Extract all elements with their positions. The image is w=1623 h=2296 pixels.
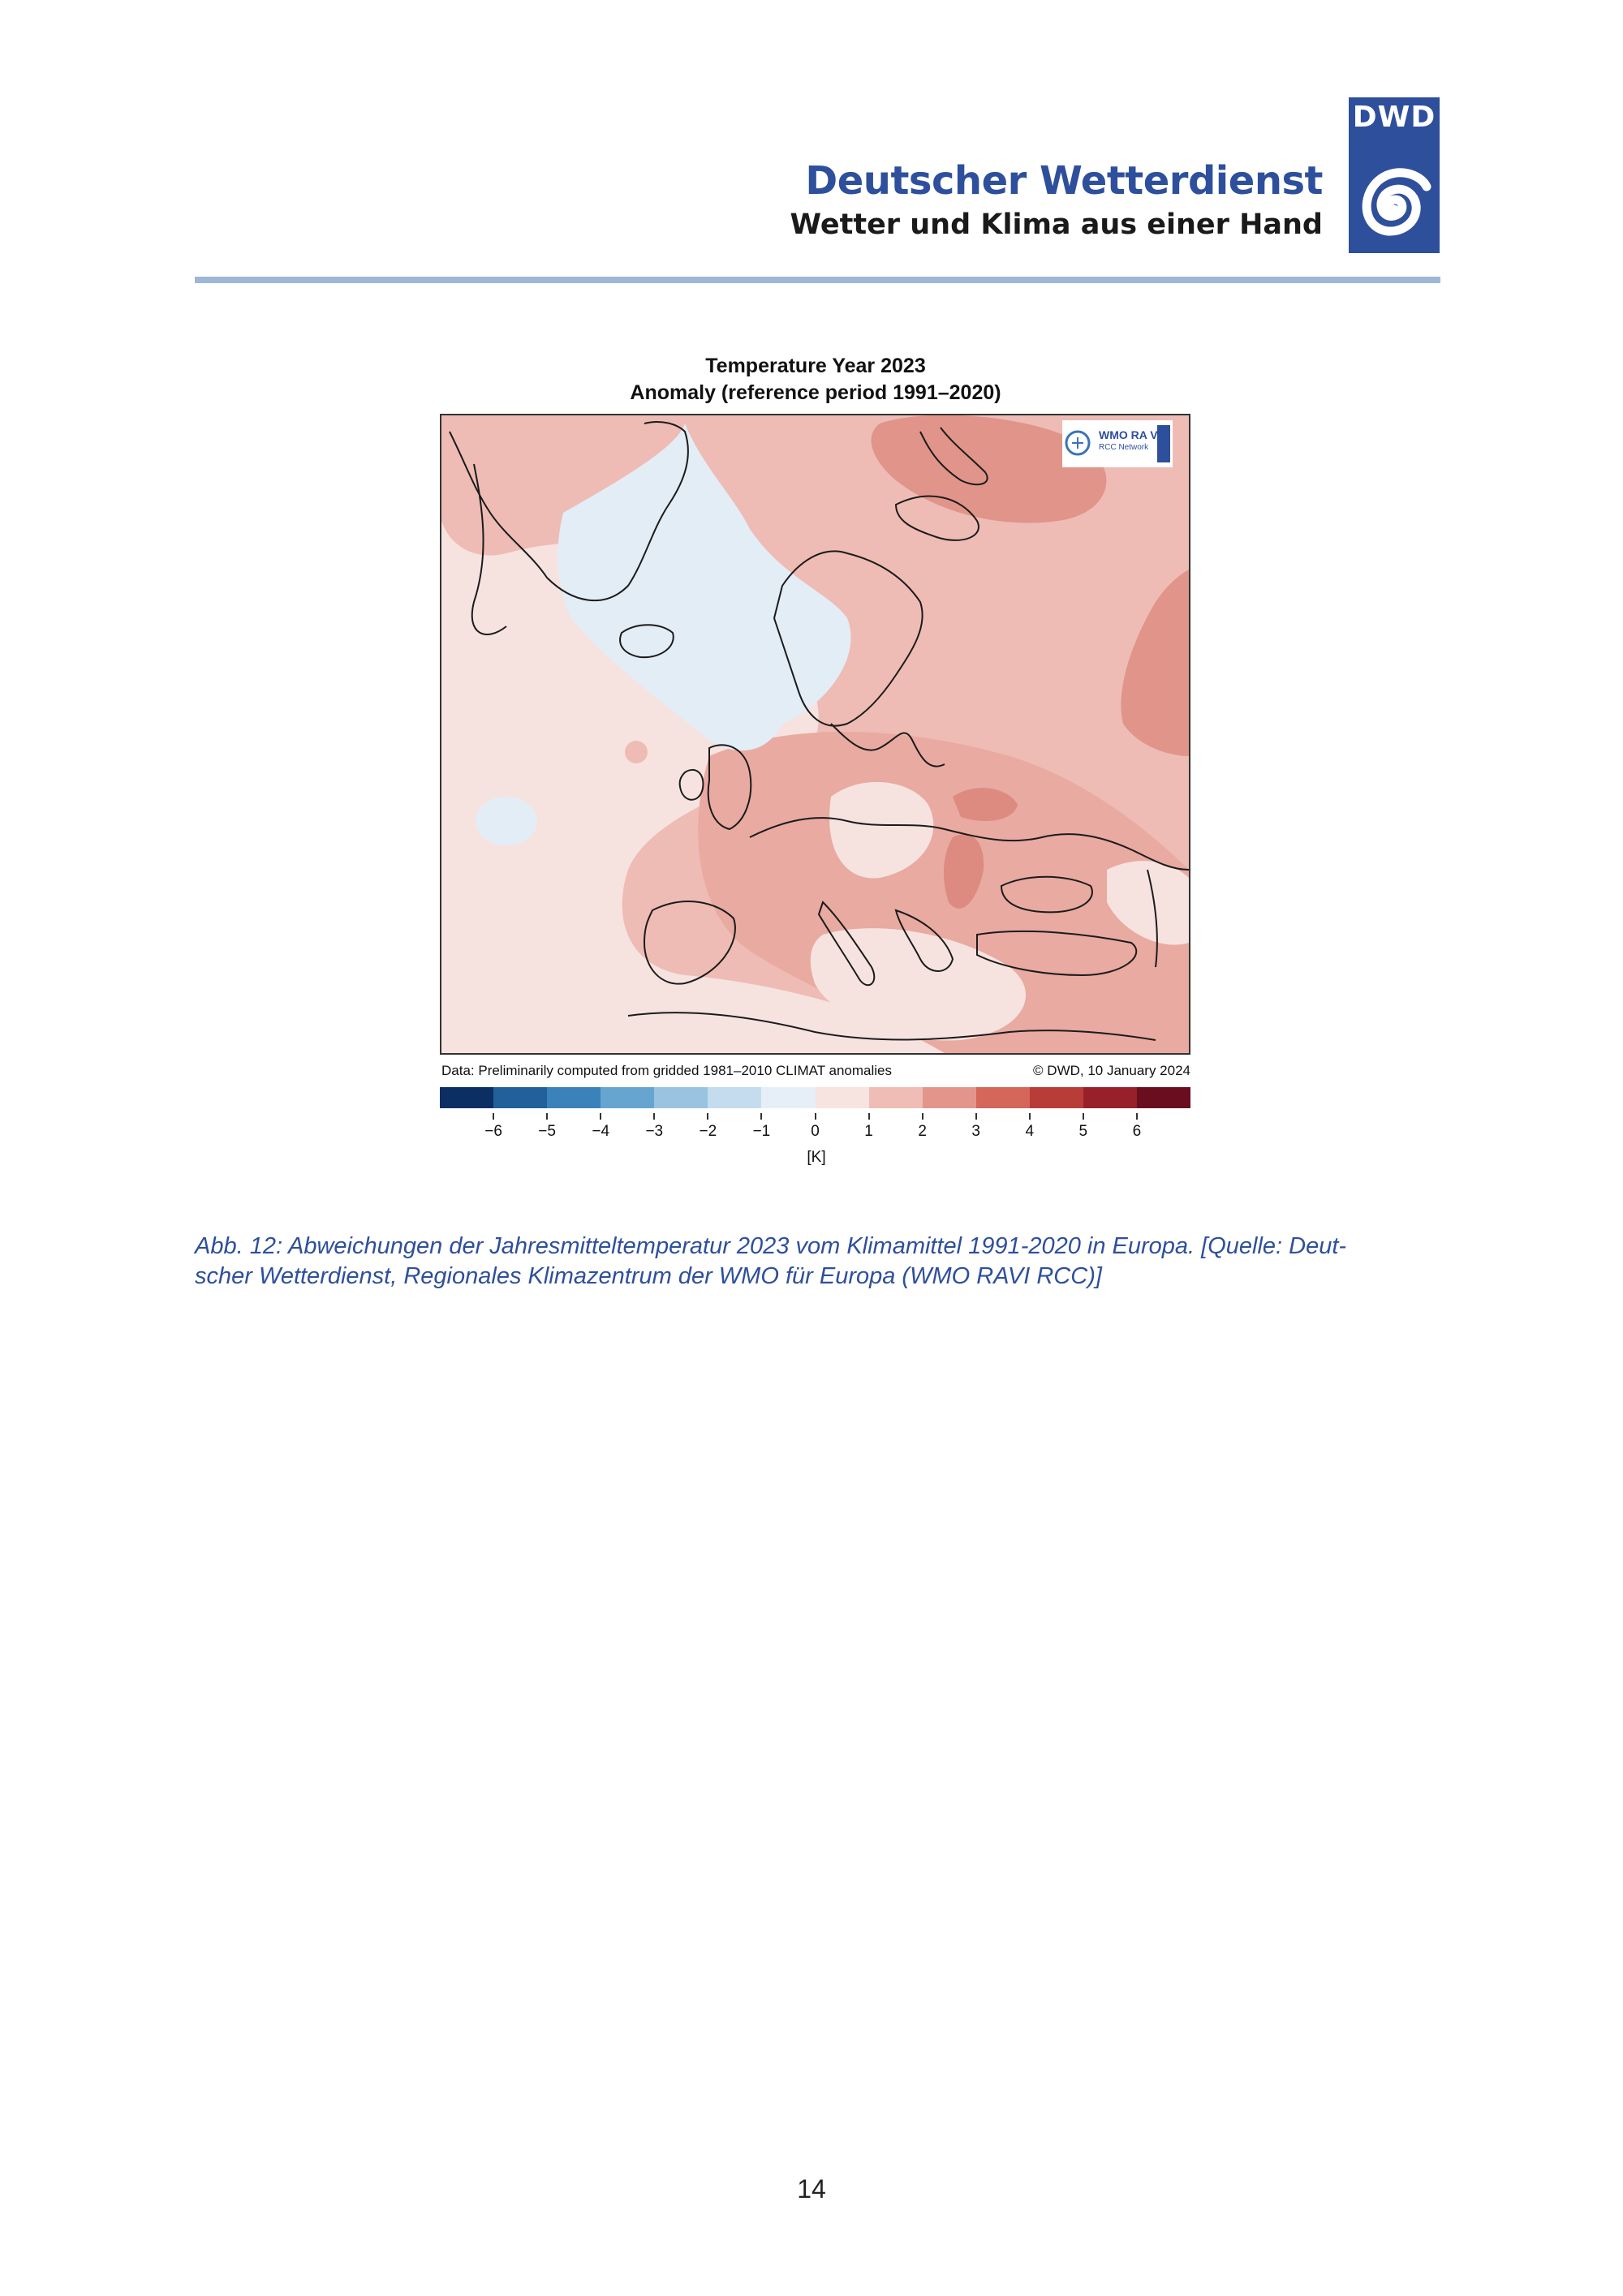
wmo-badge-label: WMO RA VI bbox=[1099, 428, 1161, 441]
colorbar-tick bbox=[760, 1113, 763, 1120]
header-divider bbox=[195, 277, 1440, 283]
colorbar-tick bbox=[546, 1113, 549, 1120]
colorbar-tick-label: 6 bbox=[1132, 1123, 1142, 1140]
coastline-ireland bbox=[678, 768, 704, 801]
colorbar-tick bbox=[1135, 1113, 1138, 1120]
coastline-europe bbox=[749, 817, 1189, 871]
colorbar-tick-label: 1 bbox=[864, 1123, 873, 1140]
colorbar-swatch bbox=[1029, 1087, 1084, 1108]
coastline-scandinavia bbox=[773, 550, 923, 727]
coastline-balkans-greece bbox=[894, 909, 954, 972]
colorbar-tick-label: −1 bbox=[752, 1123, 771, 1140]
colorbar-tick-label: 0 bbox=[811, 1123, 820, 1140]
colorbar-swatch bbox=[601, 1087, 655, 1108]
colorbar-tick bbox=[921, 1113, 923, 1120]
anomaly-region bbox=[829, 781, 934, 879]
colorbar-swatch bbox=[708, 1087, 762, 1108]
colorbar-tick bbox=[493, 1113, 495, 1120]
colorbar-tick-label: 3 bbox=[971, 1123, 980, 1140]
colorbar-swatch bbox=[493, 1087, 548, 1108]
caption-line-1: Abb. 12: Abweichungen der Jahresmittelte… bbox=[195, 1233, 1347, 1259]
colorbar-tick bbox=[1028, 1113, 1031, 1120]
colorbar-swatch bbox=[1083, 1087, 1138, 1108]
colorbar-tick bbox=[867, 1113, 870, 1120]
colorbar-tick bbox=[814, 1113, 816, 1120]
figure-caption: Abb. 12: Abweichungen der Jahresmittelte… bbox=[195, 1232, 1440, 1292]
colorbar-tick bbox=[975, 1113, 977, 1120]
coastline-greenland bbox=[449, 421, 689, 602]
anomaly-region bbox=[1121, 570, 1189, 756]
wmo-ravi-badge bbox=[1062, 420, 1173, 467]
figure-title: Temperature Year 2023 bbox=[705, 355, 926, 377]
colorbar-swatch bbox=[1136, 1087, 1191, 1108]
organization-slogan: Wetter und Klima aus einer Hand bbox=[790, 209, 1323, 241]
anomaly-region bbox=[1107, 861, 1189, 945]
coastline-iberia bbox=[643, 901, 736, 985]
colorbar-unit: [K] bbox=[807, 1149, 826, 1166]
wmo-badge-sublabel: RCC Network bbox=[1099, 443, 1149, 452]
coastline-british-isles bbox=[707, 744, 752, 831]
anomaly-region bbox=[943, 834, 984, 909]
map-data-note: Data: Preliminarily computed from gridde… bbox=[441, 1063, 892, 1078]
page-number: 14 bbox=[797, 2174, 826, 2204]
coastline-black-sea bbox=[1000, 875, 1093, 914]
colorbar-tick bbox=[707, 1113, 709, 1120]
temperature-colorbar bbox=[440, 1087, 1191, 1108]
colorbar-tick-label: −3 bbox=[645, 1123, 664, 1140]
colorbar-tick-label: 5 bbox=[1078, 1123, 1088, 1140]
coastline-iceland bbox=[619, 624, 674, 659]
coastline-novaya-zemlya bbox=[919, 427, 988, 486]
colorbar-tick-label: 4 bbox=[1025, 1123, 1035, 1140]
colorbar-tick-label: −2 bbox=[699, 1123, 717, 1140]
colorbar-tick-label: −5 bbox=[538, 1123, 556, 1140]
anomaly-region bbox=[476, 797, 537, 845]
coastline-italy bbox=[817, 901, 876, 987]
colorbar-tick-label: −6 bbox=[484, 1123, 502, 1140]
anomaly-region bbox=[625, 741, 648, 763]
organization-name: Deutscher Wetterdienst bbox=[805, 158, 1323, 204]
colorbar-swatch bbox=[761, 1087, 816, 1108]
anomaly-region bbox=[441, 415, 750, 514]
coastline-caspian bbox=[1147, 869, 1158, 968]
colorbar-swatch bbox=[654, 1087, 708, 1108]
temperature-anomaly-map: WMO RA VI RCC Network bbox=[440, 414, 1190, 1055]
dwd-logo-text: DWD bbox=[1352, 101, 1436, 134]
colorbar-tick-label: 2 bbox=[918, 1123, 927, 1140]
coastline-greenland-west bbox=[471, 463, 507, 635]
colorbar-tick-label: −4 bbox=[592, 1123, 610, 1140]
coastline-turkey bbox=[976, 930, 1138, 977]
coastline-kola bbox=[894, 495, 979, 541]
colorbar-tick bbox=[1082, 1113, 1084, 1120]
coastline-baltic bbox=[830, 723, 945, 767]
map-copyright-note: © DWD, 10 January 2024 bbox=[1033, 1063, 1190, 1078]
colorbar-swatch bbox=[868, 1087, 923, 1108]
figure-subtitle: Anomaly (reference period 1991–2020) bbox=[630, 381, 1001, 404]
colorbar-swatch bbox=[975, 1087, 1031, 1108]
dwd-logo: DWD bbox=[1349, 97, 1440, 253]
coastline-north-africa bbox=[627, 1012, 1156, 1041]
swirl-icon bbox=[1362, 168, 1431, 236]
anomaly-map-graphic bbox=[441, 415, 1189, 1053]
colorbar-tick bbox=[600, 1113, 602, 1120]
colorbar-swatch bbox=[547, 1087, 601, 1108]
anomaly-region bbox=[558, 424, 851, 751]
colorbar-swatch bbox=[922, 1087, 977, 1108]
colorbar-tick bbox=[653, 1113, 656, 1120]
anomaly-region bbox=[953, 788, 1018, 821]
colorbar-swatch bbox=[440, 1087, 494, 1108]
colorbar-swatch bbox=[815, 1087, 870, 1108]
caption-line-2: scher Wetterdienst, Regionales Klimazent… bbox=[195, 1263, 1102, 1289]
